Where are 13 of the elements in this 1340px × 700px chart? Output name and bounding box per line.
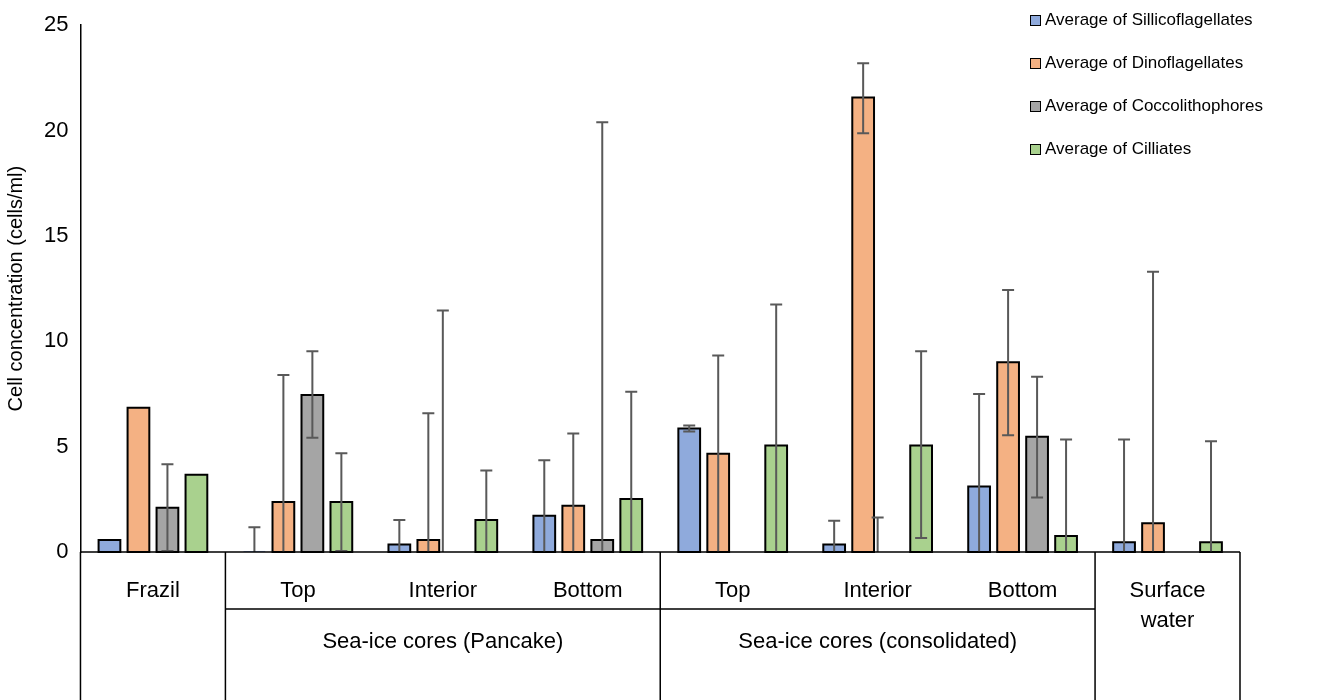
y-tick-label: 0 <box>56 538 69 564</box>
legend-label: Average of Cilliates <box>1045 139 1192 159</box>
x-tick-label: Frazil <box>126 577 180 603</box>
y-tick-label: 20 <box>43 116 69 142</box>
y-axis-title: Cell concentration (cells/ml) <box>3 165 26 412</box>
y-tick-label: 10 <box>43 327 69 353</box>
y-tick-label: 25 <box>43 11 69 37</box>
x-tick-label: Surface water <box>1129 577 1206 633</box>
legend-label: Average of Dinoflagellates <box>1045 53 1244 73</box>
y-tick-label: 5 <box>56 432 69 458</box>
legend-label: Average of Sillicoflagellates <box>1045 10 1253 30</box>
y-tick-label: 15 <box>43 221 69 247</box>
legend-label: Average of Coccolithophores <box>1045 96 1263 116</box>
